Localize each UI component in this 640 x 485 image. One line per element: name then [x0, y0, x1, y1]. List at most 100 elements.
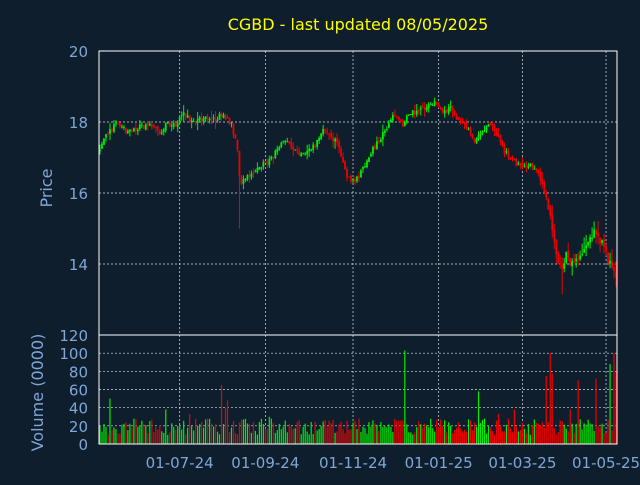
volume-bar — [432, 428, 434, 444]
candle-body — [280, 142, 283, 148]
candle-body — [615, 271, 617, 278]
volume-bar — [246, 423, 249, 444]
candle-body — [525, 165, 528, 167]
volume-bar — [99, 426, 101, 444]
candle-body — [332, 137, 334, 142]
candle-body — [186, 115, 189, 118]
candle-body — [278, 147, 281, 150]
volume-bar — [300, 434, 302, 444]
candle-body — [489, 123, 492, 125]
volume-bar — [320, 426, 322, 444]
candle-body — [423, 107, 426, 110]
volume-bar — [272, 422, 274, 444]
candle-body — [306, 150, 309, 155]
candle-body — [310, 149, 313, 151]
volume-bar — [420, 424, 422, 444]
volume-tick-label: 20 — [69, 418, 88, 436]
volume-bar — [252, 422, 255, 444]
volume-bar — [216, 431, 219, 444]
candle-body — [611, 260, 613, 268]
volume-bar — [266, 428, 268, 444]
volume-bar — [485, 433, 488, 444]
candle-body — [591, 237, 593, 239]
volume-bar — [280, 429, 282, 444]
volume-bar — [611, 430, 613, 444]
candle-body — [421, 106, 424, 108]
candle-body — [487, 124, 490, 127]
volume-bar — [316, 430, 318, 444]
volume-bar — [189, 414, 191, 444]
candle-body — [461, 120, 464, 123]
candle-body — [587, 242, 590, 246]
volume-bar — [613, 353, 615, 444]
volume-bar — [298, 420, 300, 444]
candle-body — [260, 167, 263, 169]
volume-bar — [107, 434, 109, 444]
volume-bar — [579, 419, 581, 444]
volume-bar — [446, 432, 448, 444]
candle-body — [276, 148, 279, 152]
volume-bar — [497, 414, 500, 444]
volume-bar — [222, 424, 225, 444]
candle-body — [264, 161, 267, 163]
volume-bar — [475, 426, 478, 444]
volume-bar — [214, 424, 217, 444]
candle-body — [447, 107, 450, 114]
volume-bar — [456, 427, 458, 444]
volume-bar — [336, 431, 338, 444]
candle-body — [527, 166, 530, 168]
candle-body — [360, 170, 362, 178]
volume-bar — [165, 409, 167, 444]
candle-body — [164, 123, 167, 131]
volume-bar — [125, 422, 127, 444]
volume-bar — [141, 420, 143, 444]
candle-body — [533, 168, 536, 170]
volume-bar — [161, 431, 163, 444]
candle-body — [322, 128, 325, 134]
volume-bar — [587, 419, 589, 444]
candle-body — [206, 116, 209, 120]
volume-bar — [135, 418, 137, 444]
candle-body — [529, 163, 532, 167]
candle-body — [140, 124, 143, 126]
candle-body — [585, 245, 588, 249]
volume-bar — [436, 419, 438, 444]
volume-bar — [400, 420, 402, 444]
volume-bar — [561, 421, 563, 444]
candle-body — [136, 129, 139, 132]
candle-body — [459, 120, 462, 122]
candle-body — [109, 129, 111, 134]
volume-bar — [483, 418, 486, 444]
volume-bar — [477, 391, 480, 444]
volume-bar — [438, 427, 440, 444]
candle-body — [200, 117, 203, 122]
candle-body — [366, 160, 368, 168]
volume-bar — [258, 422, 260, 444]
candle-body — [385, 129, 388, 131]
candle-body — [429, 104, 432, 106]
candle-body — [491, 125, 494, 127]
volume-bar — [193, 430, 195, 444]
candle-body — [541, 178, 544, 184]
candle-body — [256, 168, 259, 172]
volume-bar — [513, 409, 515, 444]
candle-body — [144, 124, 147, 130]
candle-body — [216, 119, 219, 121]
volume-bar — [575, 423, 577, 444]
volume-bar — [358, 418, 360, 444]
volume-bar — [501, 431, 504, 444]
candle-body — [258, 167, 261, 170]
volume-bar — [346, 420, 348, 444]
candle-body — [150, 124, 153, 127]
volume-bar — [535, 422, 537, 444]
volume-bar — [173, 426, 175, 444]
volume-bar — [151, 419, 153, 444]
candle-body — [101, 143, 103, 149]
candle-body — [579, 255, 582, 260]
candle-body — [593, 229, 595, 238]
volume-bar — [460, 428, 462, 444]
volume-bar — [248, 423, 251, 444]
volume-bar — [549, 353, 551, 444]
candle-body — [352, 178, 354, 181]
candle-body — [539, 172, 542, 180]
